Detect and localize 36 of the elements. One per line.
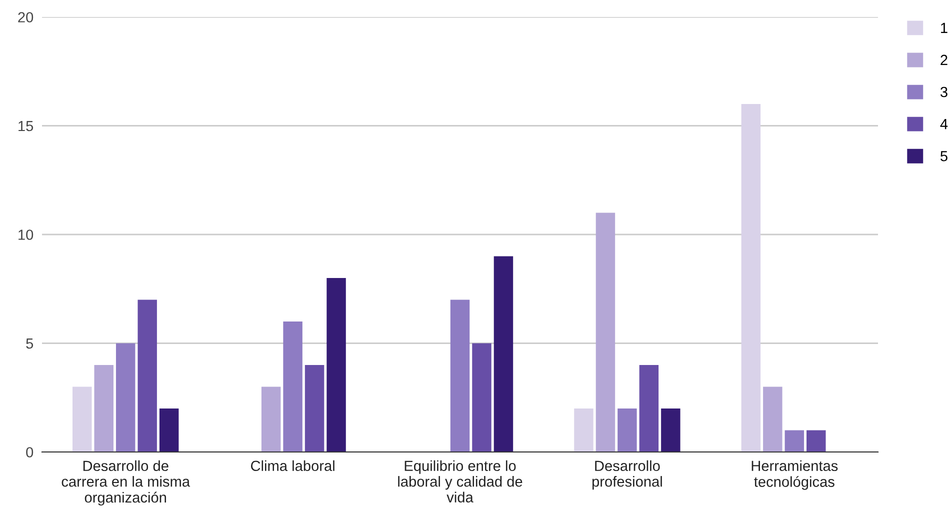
bar	[806, 430, 826, 452]
y-tick-label: 15	[18, 121, 34, 132]
x-tick-label: Desarrollo profesional	[592, 460, 662, 490]
x-tick-label: Clima laboral	[250, 460, 334, 472]
bar	[283, 322, 302, 452]
bar	[472, 343, 492, 452]
bar	[763, 386, 782, 452]
bar	[639, 365, 659, 452]
bar	[138, 300, 157, 452]
legend-label: 5	[940, 151, 948, 162]
bar	[94, 365, 114, 452]
x-tick-label: Equilibrio entre lo laboral y calidad de vida	[398, 460, 522, 502]
bar	[784, 430, 804, 452]
bar	[450, 300, 470, 452]
bar	[116, 343, 136, 452]
bar	[72, 386, 92, 452]
bar	[741, 104, 761, 452]
bar	[574, 408, 594, 452]
y-tick-label: 0	[26, 447, 34, 458]
bar	[661, 408, 680, 452]
legend-label: 1	[941, 22, 948, 33]
x-tick-label: Desarrollo de carrera en la misma organización	[62, 460, 190, 506]
y-tick-label: 20	[18, 12, 34, 22]
y-tick-label: 10	[18, 230, 34, 240]
x-tick-label: Herramientas tecnológicas	[752, 460, 838, 490]
bar	[261, 386, 281, 452]
legend-label: 4	[940, 119, 948, 130]
bar	[494, 256, 514, 452]
legend-label: 3	[940, 86, 948, 98]
bar	[159, 408, 179, 452]
bar	[304, 365, 324, 452]
bar	[326, 278, 346, 452]
legend-label: 2	[940, 54, 948, 65]
bar	[618, 408, 637, 452]
y-tick-label: 5	[26, 338, 34, 349]
bar	[596, 212, 616, 452]
